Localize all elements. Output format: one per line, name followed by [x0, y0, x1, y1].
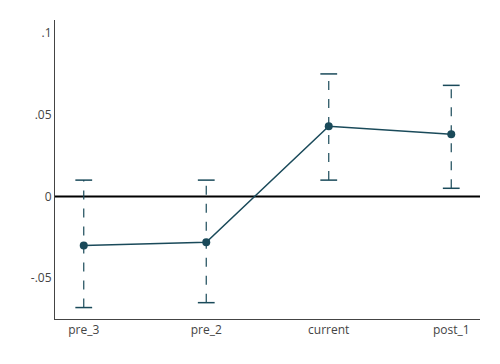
- svg-text:pre_3: pre_3: [68, 321, 99, 338]
- svg-text:current: current: [308, 321, 349, 338]
- svg-text:.05: .05: [35, 106, 52, 123]
- svg-text:.1: .1: [42, 24, 52, 41]
- svg-text:post_1: post_1: [433, 321, 470, 338]
- svg-text:0: 0: [45, 188, 52, 205]
- svg-text:pre_2: pre_2: [191, 321, 222, 338]
- svg-text:-.05: -.05: [31, 269, 52, 286]
